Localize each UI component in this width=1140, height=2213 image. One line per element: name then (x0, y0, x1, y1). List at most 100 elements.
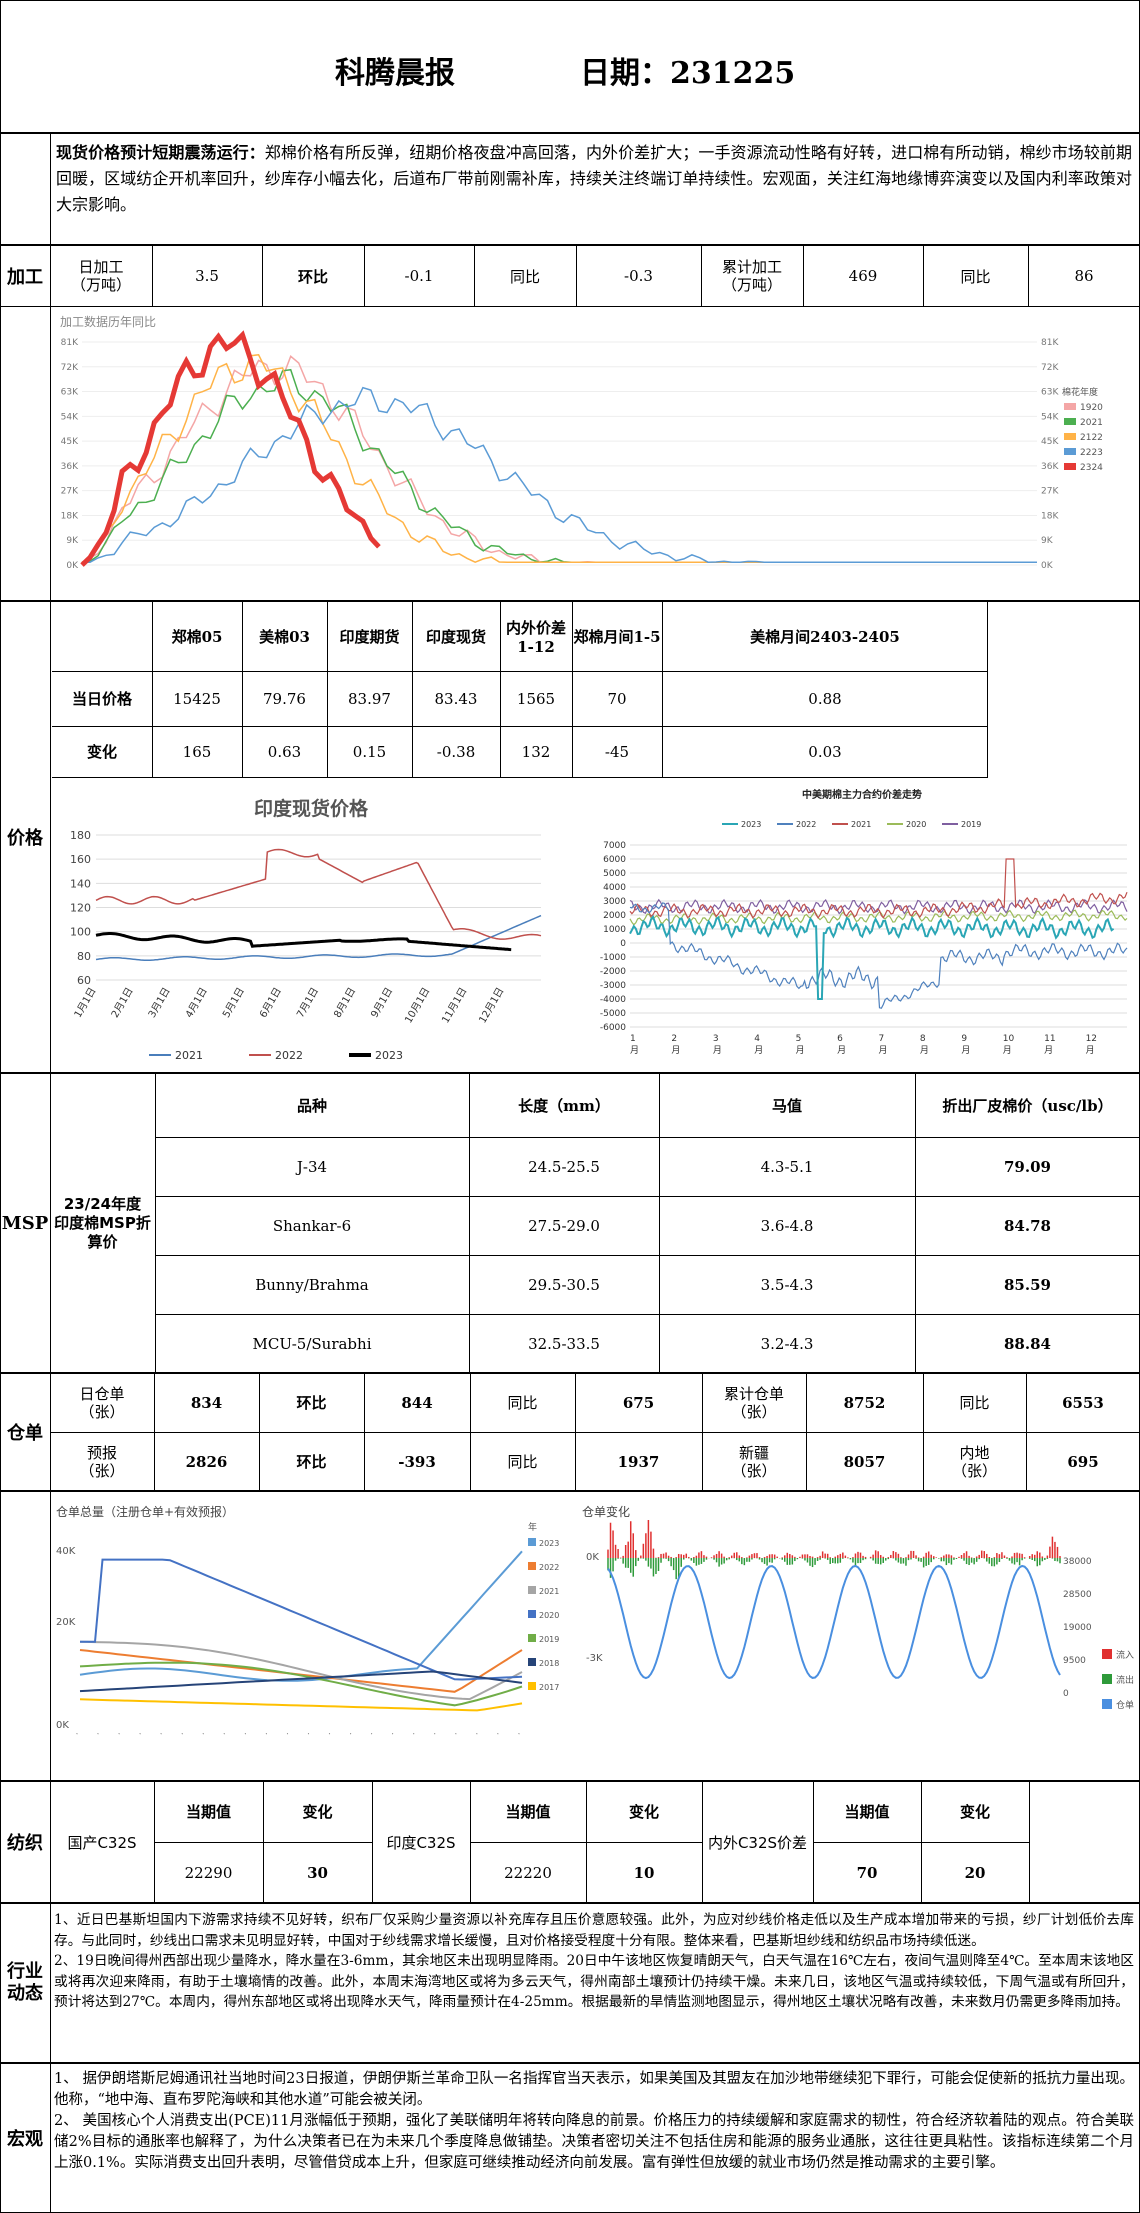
price-value-4: 1565 (500, 671, 572, 726)
svg-text:63K: 63K (1041, 388, 1059, 398)
yarn-h-chg-3: 变化 (921, 1781, 1029, 1842)
svg-text:·: · (409, 1731, 418, 1738)
msp-header-3: 折出厂皮棉价（usc/lb） (915, 1073, 1140, 1137)
price-change-3: -0.38 (412, 726, 500, 777)
yarn-v2-now: 22220 (470, 1842, 586, 1903)
india-month-10: 11月1日 (439, 986, 469, 1026)
svg-text:·: · (115, 1731, 124, 1738)
spread-chart: 中美期棉主力合约价差走势 700060005000400030002000100… (572, 780, 1137, 1070)
row1-label: 当日价格 (52, 671, 152, 726)
msp-header-2: 马值 (659, 1073, 915, 1137)
wh-chart2-title: 仓单变化 (582, 1504, 630, 1519)
svg-text:9K: 9K (1041, 536, 1054, 546)
legend-label-1920: 1920 (1080, 403, 1103, 413)
legend-label-2122: 2122 (1080, 433, 1103, 443)
price-header-3: 印度现货 (412, 601, 500, 671)
warehouse-total-chart: 仓单总量（注册仓单+有效预报） 40K 20K 0K 年2023 2022 2021 202… (52, 1494, 572, 1779)
wh-legend-2020: 2020 (539, 1611, 559, 1620)
industry-label: 行业 动态 (0, 1903, 50, 2063)
india-chart-title: 印度现货价格 (254, 797, 369, 820)
india-month-7: 8月1日 (331, 986, 358, 1020)
legend-label-2324: 2324 (1080, 463, 1103, 473)
svg-text:2000: 2000 (603, 911, 626, 921)
warehouse-change-chart: 仓单变化 0K-3K38000285001900095000流入流出仓单 (578, 1494, 1138, 1779)
msp-cell-1-1: 27.5-29.0 (469, 1196, 659, 1255)
msp-cell-2-1: 29.5-30.5 (469, 1255, 659, 1314)
wh-r2-8: 内地 （张） (923, 1432, 1026, 1491)
price-value-3: 83.43 (412, 671, 500, 726)
msp-cell-1-3: 84.78 (915, 1196, 1140, 1255)
india-month-4: 5月1日 (220, 986, 247, 1020)
svg-text:81K: 81K (1041, 338, 1059, 348)
india-month-5: 6月1日 (257, 986, 284, 1020)
svg-text:140: 140 (70, 877, 91, 890)
yarn-india-c32s: 印度C32S (372, 1781, 470, 1903)
msp-cell-3-2: 3.2-4.3 (659, 1314, 915, 1373)
svg-text:72K: 72K (1041, 363, 1059, 373)
msp-cell-3-1: 32.5-33.5 (469, 1314, 659, 1373)
svg-text:·: · (430, 1731, 439, 1738)
yarn-domestic-c32s: 国产C32S (50, 1781, 154, 1903)
msp-cell-0-2: 4.3-5.1 (659, 1137, 915, 1196)
svg-text:36K: 36K (1041, 462, 1059, 472)
msp-cell-0-3: 79.09 (915, 1137, 1140, 1196)
svg-text:3000: 3000 (603, 897, 626, 907)
row2-label: 变化 (52, 726, 152, 777)
svg-text:月: 月 (961, 1045, 970, 1056)
wh-legend-2017: 2017 (539, 1683, 559, 1692)
spread-month-1: 2 (671, 1034, 677, 1044)
spread-month-6: 7 (879, 1034, 885, 1044)
wh2-right-tick-2: 19000 (1063, 1623, 1092, 1633)
yarn-h-chg-1: 变化 (263, 1781, 372, 1842)
wh-chart1-title: 仓单总量（注册仓单+有效预报） (56, 1504, 234, 1519)
wh-r1-3: 844 (364, 1373, 470, 1432)
svg-text:60: 60 (77, 974, 91, 987)
msp-cell-0-0: J-34 (155, 1137, 469, 1196)
svg-text:·: · (262, 1731, 271, 1738)
wh-legend-swatch-2019 (528, 1634, 536, 1642)
msp-header-1: 长度（mm） (469, 1073, 659, 1137)
report-title: 科腾晨报 (335, 48, 455, 92)
msp-label: MSP (0, 1073, 50, 1373)
svg-text:·: · (367, 1731, 376, 1738)
yarn-v3-chg: 20 (921, 1842, 1029, 1903)
svg-text:81K: 81K (61, 338, 79, 348)
legend-label-2223: 2223 (1080, 448, 1103, 458)
svg-text:月: 月 (630, 1045, 639, 1056)
india-month-8: 9月1日 (369, 986, 396, 1020)
msp-cell-2-0: Bunny/Brahma (155, 1255, 469, 1314)
india-month-1: 2月1日 (109, 986, 136, 1020)
spread-legend-2019: 2019 (961, 820, 981, 829)
spread-month-9: 10 (1003, 1034, 1015, 1044)
yarn-h-now-1: 当期值 (154, 1781, 263, 1842)
india-month-2: 3月1日 (146, 986, 173, 1020)
svg-text:·: · (515, 1731, 524, 1738)
svg-text:月: 月 (1003, 1045, 1012, 1056)
india-legend-2021: 2021 (175, 1049, 203, 1062)
wh2-legend-swatch-0 (1102, 1649, 1112, 1659)
yarn-v3-now: 70 (813, 1842, 921, 1903)
msp-cell-2-3: 85.59 (915, 1255, 1140, 1314)
price-change-2: 0.15 (327, 726, 412, 777)
svg-text:0K: 0K (56, 1720, 69, 1731)
wh2-legend-0: 流入 (1116, 1649, 1134, 1661)
spread-month-0: 1 (630, 1034, 636, 1044)
wh2-right-tick-4: 0 (1063, 1689, 1069, 1699)
india-series-2022 (96, 850, 541, 940)
msp-cell-3-0: MCU-5/Surabhi (155, 1314, 469, 1373)
wh-legend-swatch-2020 (528, 1610, 536, 1618)
svg-text:·: · (452, 1731, 461, 1738)
spread-legend-2022: 2022 (796, 820, 816, 829)
svg-text:5000: 5000 (603, 869, 626, 879)
svg-text:·: · (178, 1731, 187, 1738)
wh-legend-2021: 2021 (539, 1587, 559, 1596)
svg-text:月: 月 (920, 1045, 929, 1056)
daily-value: 3.5 (152, 245, 262, 307)
spread-month-5: 6 (837, 1034, 843, 1044)
svg-text:月: 月 (754, 1045, 763, 1056)
yarn-v1-chg: 30 (263, 1842, 372, 1903)
svg-text:-1000: -1000 (600, 953, 626, 963)
wh2-legend-swatch-2 (1102, 1699, 1112, 1709)
price-table: 郑棉05 美棉03 印度期货 印度现货 内外价差1-12 郑棉月间1-5 美棉月间2403-… (52, 601, 988, 777)
svg-text:·: · (388, 1731, 397, 1738)
